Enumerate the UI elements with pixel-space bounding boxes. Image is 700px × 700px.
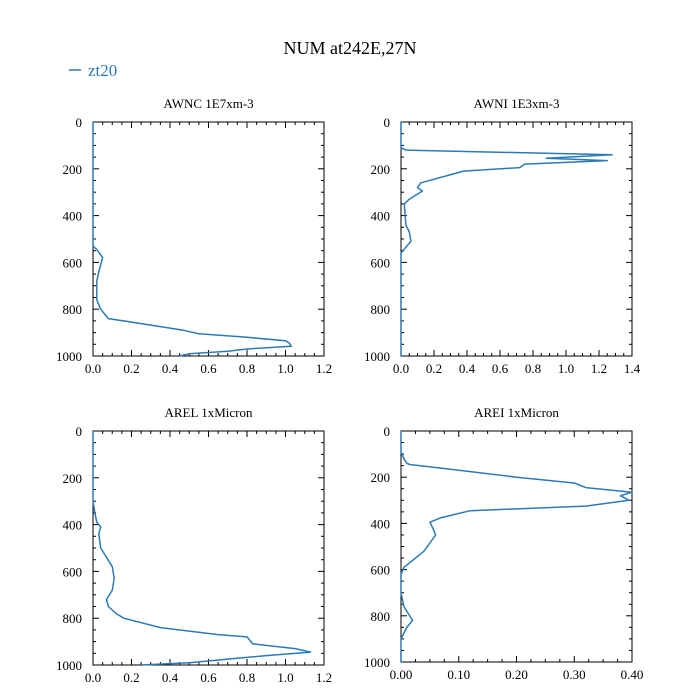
x-tick-label: 1.0 — [558, 361, 574, 376]
plot-frame — [400, 430, 633, 663]
x-tick-label: 1.0 — [277, 361, 293, 376]
y-tick-label: 1000 — [56, 658, 82, 673]
x-tick-label: 0.4 — [459, 361, 476, 376]
y-tick-label: 200 — [371, 162, 391, 177]
y-tick-label: 800 — [63, 611, 83, 626]
panel-title: AWNI 1E3xm-3 — [474, 96, 560, 111]
y-tick-label: 600 — [63, 255, 83, 270]
y-tick-label: 200 — [63, 162, 83, 177]
y-tick-label: 600 — [371, 563, 391, 578]
x-tick-label: 0.10 — [447, 667, 470, 682]
panel-title: AREI 1xMicron — [474, 405, 559, 420]
y-tick-label: 0 — [384, 424, 391, 439]
y-tick-label: 800 — [371, 609, 391, 624]
x-tick-label: 0.0 — [85, 361, 101, 376]
x-tick-label: 0.2 — [123, 361, 139, 376]
series-line-zt20 — [400, 431, 633, 662]
x-tick-label: 0.8 — [525, 361, 541, 376]
panel-1: AWNC 1E7xm-3 0.0 0.2 0.4 0.6 0.8 1.0 1.2 0 200 400… — [56, 96, 332, 376]
y-tick-label: 600 — [371, 255, 391, 270]
plot-frame — [92, 430, 325, 666]
legend-label: zt20 — [88, 61, 117, 80]
x-tick-label: 0.0 — [85, 670, 101, 685]
y-tick-label: 1000 — [56, 349, 82, 364]
x-tick-label: 0.4 — [162, 361, 179, 376]
x-tick-label: 0.8 — [239, 361, 255, 376]
panel-4: AREI 1xMicron 0.00 0.10 0.20 0.30 0.40 0 200 400… — [364, 405, 643, 682]
x-tick-label: 0.0 — [393, 361, 409, 376]
y-tick-label: 0 — [384, 115, 391, 130]
y-tick-label: 0 — [76, 115, 83, 130]
x-tick-label: 1.0 — [277, 670, 293, 685]
x-tick-label: 0.30 — [563, 667, 586, 682]
x-tick-label: 0.6 — [492, 361, 509, 376]
y-tick-label: 400 — [371, 516, 391, 531]
x-tick-label: 0.2 — [123, 670, 139, 685]
y-tick-label: 200 — [63, 471, 83, 486]
x-tick-label: 0.8 — [239, 670, 255, 685]
x-tick-label: 1.2 — [591, 361, 607, 376]
panel-2: AWNI 1E3xm-3 0.0 0.2 0.4 0.6 0.8 1.0 1.2 1.4 0 200… — [364, 96, 641, 376]
y-tick-label: 800 — [371, 302, 391, 317]
x-tick-label: 0.6 — [200, 670, 217, 685]
x-tick-label: 1.2 — [316, 361, 332, 376]
series-line-zt20 — [400, 122, 613, 356]
x-tick-label: 0.6 — [200, 361, 217, 376]
x-tick-label: 0.00 — [390, 667, 413, 682]
x-tick-label: 1.4 — [624, 361, 641, 376]
x-tick-label: 0.4 — [162, 670, 179, 685]
y-tick-label: 1000 — [364, 349, 390, 364]
panel-3: AREL 1xMicron 0.0 0.2 0.4 0.6 0.8 1.0 1.2 0 200 40… — [56, 405, 332, 685]
y-tick-label: 0 — [76, 424, 83, 439]
y-tick-label: 400 — [63, 518, 83, 533]
panel-title: AREL 1xMicron — [165, 405, 253, 420]
x-tick-label: 1.2 — [316, 670, 332, 685]
y-tick-label: 600 — [63, 564, 83, 579]
panel-title: AWNC 1E7xm-3 — [163, 96, 253, 111]
x-tick-label: 0.40 — [621, 667, 644, 682]
y-tick-label: 200 — [371, 470, 391, 485]
y-tick-label: 800 — [63, 302, 83, 317]
series-line-zt20 — [92, 431, 312, 666]
y-tick-label: 400 — [63, 209, 83, 224]
x-tick-label: 0.20 — [505, 667, 528, 682]
series-line-zt20 — [92, 122, 293, 357]
y-tick-label: 1000 — [364, 655, 390, 670]
x-tick-label: 0.2 — [426, 361, 442, 376]
y-tick-label: 400 — [371, 209, 391, 224]
plot-frame — [400, 121, 633, 357]
figure-title: NUM at242E,27N — [284, 38, 417, 58]
